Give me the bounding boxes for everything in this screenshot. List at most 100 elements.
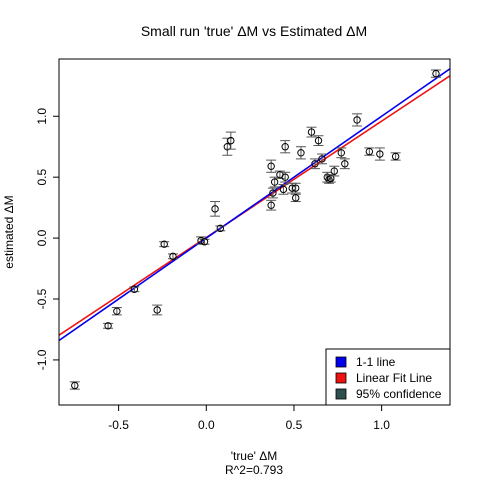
data-point <box>103 322 114 330</box>
legend-label-identity: 1-1 line <box>356 355 396 369</box>
legend-swatch-fit <box>335 372 347 384</box>
data-point <box>266 199 277 211</box>
data-point <box>111 307 122 316</box>
y-tick-label: -0.5 <box>35 288 49 309</box>
error-bar <box>199 238 210 245</box>
error-bar <box>167 253 178 260</box>
y-tick-label: 1.0 <box>35 108 49 125</box>
x-axis: -0.5 0.0 0.5 1.0 <box>108 405 390 432</box>
y-tick-label: 0.0 <box>35 229 49 246</box>
legend: 1-1 line Linear Fit Line 95% confidence <box>325 348 451 406</box>
data-point <box>374 147 385 161</box>
point-marker <box>130 285 139 293</box>
data-point <box>295 146 306 160</box>
point-marker <box>391 152 400 161</box>
error-bar <box>374 147 385 161</box>
point-marker <box>353 116 361 124</box>
point-marker <box>270 178 279 186</box>
x-tick-label: 0.0 <box>198 418 215 432</box>
data-point <box>290 182 301 194</box>
point-marker <box>314 136 323 145</box>
point-marker <box>330 167 338 175</box>
data-point <box>199 238 210 246</box>
data-point <box>352 113 363 127</box>
point-marker <box>267 201 275 209</box>
point-marker <box>279 185 288 194</box>
point-marker <box>216 224 225 233</box>
point-marker <box>71 381 79 390</box>
data-point <box>390 152 401 161</box>
data-point <box>266 159 277 173</box>
data-point <box>329 165 340 177</box>
point-marker <box>318 155 326 163</box>
data-point <box>210 201 221 217</box>
y-axis-label: estimated ΔM <box>2 195 16 268</box>
legend-box <box>325 348 451 406</box>
data-point <box>167 252 178 261</box>
point-marker <box>365 147 374 156</box>
regression-lines <box>59 68 450 342</box>
legend-swatch-confidence <box>335 388 347 400</box>
error-bar <box>266 159 277 173</box>
data-point <box>69 381 80 390</box>
y-tick-label: -1.0 <box>35 349 49 370</box>
y-tick-label: 0.5 <box>35 169 49 186</box>
point-marker <box>113 307 121 315</box>
error-bar <box>159 241 170 248</box>
point-marker <box>200 238 209 246</box>
x-tick-label: -0.5 <box>108 418 129 432</box>
x-tick-label: 1.0 <box>373 418 390 432</box>
point-marker <box>376 150 384 158</box>
point-marker <box>227 136 235 145</box>
error-bar <box>280 140 291 154</box>
data-point <box>280 171 291 183</box>
data-point <box>278 183 289 195</box>
point-marker <box>153 306 161 314</box>
x-tick-label: 0.5 <box>286 418 303 432</box>
legend-label-fit: Linear Fit Line <box>356 371 432 385</box>
point-marker <box>341 160 349 168</box>
data-point <box>306 126 317 138</box>
y-axis: -1.0 -0.5 0.0 0.5 1.0 <box>35 108 59 370</box>
data-point <box>152 304 163 316</box>
x-axis-label: 'true' ΔM <box>231 449 278 463</box>
chart-title: Small run 'true' ΔM vs Estimated ΔM <box>141 23 367 39</box>
error-bar <box>352 113 363 127</box>
data-point <box>364 147 375 156</box>
point-marker <box>169 252 177 261</box>
point-marker <box>104 322 112 330</box>
data-point <box>317 153 328 165</box>
point-marker <box>281 173 289 181</box>
data-point <box>159 240 170 248</box>
point-marker <box>267 162 275 170</box>
data-point <box>280 140 291 154</box>
point-marker <box>211 205 219 213</box>
data-point <box>225 131 236 150</box>
point-marker <box>325 175 333 184</box>
data-point <box>290 193 301 203</box>
data-point <box>336 147 347 159</box>
identity-line <box>59 68 450 342</box>
error-bar <box>225 131 236 150</box>
point-marker <box>292 194 300 202</box>
error-bar <box>210 201 221 217</box>
legend-label-confidence: 95% confidence <box>356 387 442 401</box>
error-bar <box>129 286 140 293</box>
error-bar <box>215 225 226 232</box>
error-bar <box>103 322 114 329</box>
legend-swatch-identity <box>335 356 347 368</box>
point-marker <box>337 149 345 157</box>
data-point <box>430 69 441 78</box>
error-bar <box>295 146 306 160</box>
point-marker <box>307 128 316 136</box>
data-point <box>313 135 324 146</box>
point-marker <box>432 69 440 78</box>
point-marker <box>327 174 335 183</box>
point-marker <box>292 184 300 192</box>
data-point <box>215 224 226 233</box>
data-point <box>129 285 140 293</box>
plot-frame <box>58 58 451 406</box>
data-point <box>339 158 350 170</box>
point-marker <box>269 189 277 197</box>
